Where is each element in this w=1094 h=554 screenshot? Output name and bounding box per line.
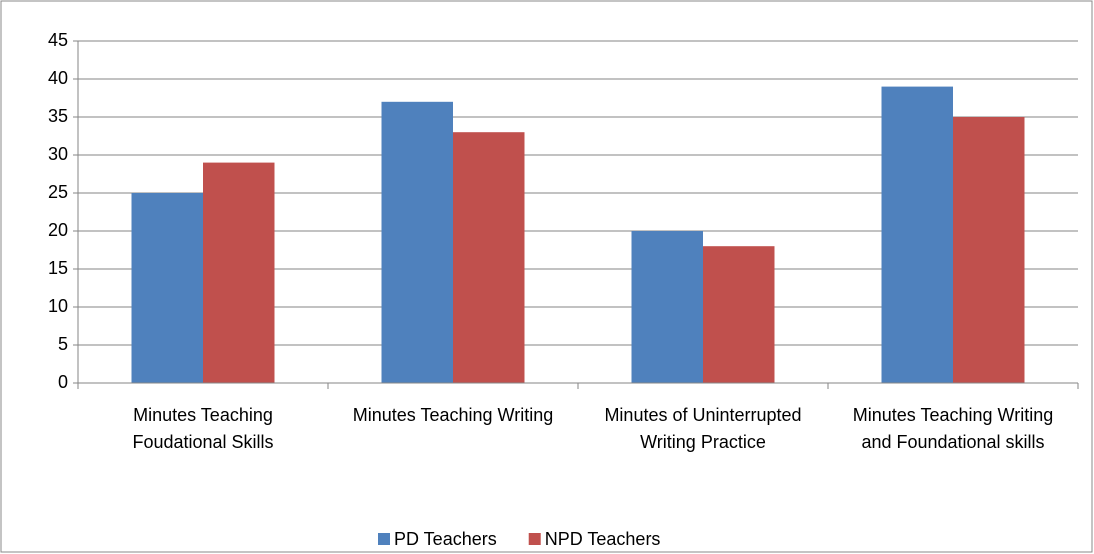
- bar: [203, 162, 275, 383]
- bar: [131, 193, 203, 383]
- x-tick-label: Minutes Teaching Foudational Skills: [132, 405, 274, 452]
- y-tick-label: 35: [48, 106, 68, 126]
- bar: [703, 246, 775, 383]
- y-tick-label: 15: [48, 258, 68, 278]
- bar: [631, 231, 703, 383]
- y-tick-label: 40: [48, 68, 68, 88]
- legend-label: PD Teachers: [394, 529, 497, 549]
- y-tick-label: 30: [48, 144, 68, 164]
- x-tick-label: Minutes of Uninterrupted Writing Practic…: [604, 405, 802, 452]
- y-tick-label: 20: [48, 220, 68, 240]
- y-tick-label: 45: [48, 30, 68, 50]
- bar: [453, 132, 525, 383]
- legend-label: NPD Teachers: [545, 529, 661, 549]
- y-tick-label: 5: [58, 334, 68, 354]
- y-tick-label: 10: [48, 296, 68, 316]
- bar: [381, 101, 453, 384]
- x-tick-label: Minutes Teaching Writing and Foundationa…: [852, 405, 1054, 452]
- bar: [881, 86, 953, 383]
- legend-swatch: [378, 533, 390, 545]
- legend-swatch: [528, 533, 541, 545]
- bar: [953, 117, 1025, 383]
- y-tick-label: 0: [58, 372, 68, 392]
- x-tick-label: Minutes Teaching Writing: [352, 405, 554, 425]
- y-tick-label: 25: [48, 182, 68, 202]
